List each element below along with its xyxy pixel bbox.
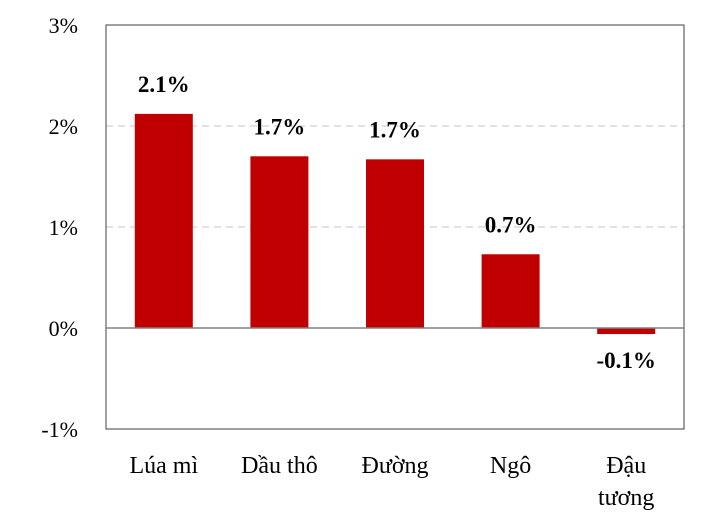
y-tick-label: 2% <box>49 114 78 139</box>
data-label: 0.7% <box>485 212 537 237</box>
bars <box>134 113 656 335</box>
bar <box>250 156 309 328</box>
y-tick-label: -1% <box>41 417 78 442</box>
plot-area-border <box>105 24 685 430</box>
bar <box>597 328 656 335</box>
x-tick-label: Dầu thô <box>241 453 318 479</box>
data-label: -0.1% <box>596 348 655 373</box>
x-tick-label: Lúa mì <box>129 453 198 479</box>
y-tick-label: 1% <box>49 215 78 240</box>
x-tick-label: Đường <box>361 453 428 479</box>
data-label: 2.1% <box>138 72 190 97</box>
x-tick-label: tương <box>598 485 654 511</box>
y-axis-ticks: 3% 2% 1% 0% -1% <box>41 13 78 442</box>
bar <box>366 159 424 328</box>
data-labels: 2.1% 1.7% 1.7% 0.7% -0.1% <box>138 72 656 373</box>
y-tick-label: 0% <box>49 316 78 341</box>
x-tick-label: Ngô <box>490 453 531 479</box>
x-axis-categories: Lúa mì Dầu thô Đường Ngô Đậu tương <box>129 453 654 511</box>
data-label: 1.7% <box>369 117 421 142</box>
bar <box>134 113 193 328</box>
y-tick-label: 3% <box>49 13 78 38</box>
x-tick-label: Đậu <box>606 453 646 479</box>
data-label: 1.7% <box>254 114 306 139</box>
bar <box>481 254 540 328</box>
